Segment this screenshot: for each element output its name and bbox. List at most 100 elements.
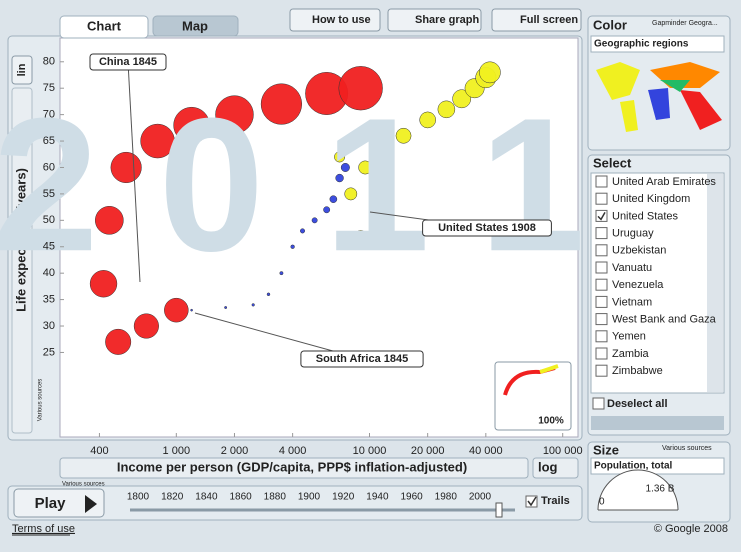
y-axis-label: Life expectancy (years)	[13, 168, 28, 312]
panel-title: Color	[593, 17, 627, 32]
country-name[interactable]: Uzbekistan	[612, 245, 666, 257]
bubble	[334, 151, 346, 163]
tab-label: Map	[182, 18, 208, 33]
timeline-year: 1820	[161, 492, 184, 503]
country-name[interactable]: Uruguay	[612, 228, 654, 240]
trails-checkbox[interactable]	[525, 495, 538, 508]
size-selector[interactable]	[590, 457, 725, 475]
x-axis-selector[interactable]	[59, 457, 529, 479]
bubble	[452, 89, 472, 109]
country-checkbox[interactable]	[595, 364, 608, 377]
y-tick-label: 75	[43, 82, 55, 94]
timeline-year: 1840	[195, 492, 218, 503]
bubble	[251, 303, 255, 307]
source-note: Various sources	[38, 379, 44, 422]
country-checkbox[interactable]	[595, 295, 608, 308]
bubble	[377, 144, 393, 159]
annotation-box	[422, 219, 552, 237]
bubble	[105, 328, 132, 355]
country-checkbox[interactable]	[595, 175, 608, 188]
bubble	[94, 206, 124, 235]
tab-label: Chart	[87, 18, 122, 33]
tab-map[interactable]	[152, 15, 239, 37]
x-tick-label: 2 000	[221, 445, 249, 457]
bubble	[173, 106, 210, 144]
y-tick-label: 70	[43, 109, 55, 121]
bubble	[89, 270, 118, 298]
country-checkbox[interactable]	[595, 313, 608, 326]
bubble	[358, 160, 373, 175]
button-label: Full screen	[520, 14, 578, 26]
full-screen-button[interactable]	[491, 8, 582, 32]
annotation: United States 1908	[438, 222, 536, 234]
trails-label: Trails	[541, 495, 570, 507]
bubble	[340, 162, 350, 172]
how-to-use-button[interactable]	[289, 8, 381, 32]
size-min: 0	[599, 497, 605, 508]
share-button[interactable]	[387, 8, 482, 32]
bubble	[395, 127, 412, 144]
bubble	[224, 306, 228, 309]
y-tick-label: 35	[43, 294, 55, 306]
button-label: Share graph	[415, 14, 479, 26]
country-name[interactable]: Zimbabwe	[612, 365, 663, 377]
country-name[interactable]: United States	[612, 210, 679, 222]
country-name[interactable]: Yemen	[612, 331, 646, 343]
bubble	[260, 83, 303, 125]
color-selector[interactable]	[590, 35, 725, 53]
country-checkbox[interactable]	[595, 192, 608, 205]
time-slider[interactable]	[495, 502, 503, 518]
annotation-box	[300, 350, 424, 368]
button-label: How to use	[312, 14, 371, 26]
bubble	[354, 230, 367, 243]
source-note: Various sources	[62, 482, 105, 488]
bubble	[311, 217, 318, 224]
bubble	[140, 123, 175, 159]
annotation-box	[89, 53, 167, 71]
tab-chart[interactable]	[59, 15, 149, 39]
x-scale-selector[interactable]	[532, 457, 579, 479]
country-name[interactable]: West Bank and Gaza	[612, 314, 717, 326]
bubble	[266, 292, 271, 297]
country-checkbox[interactable]	[595, 330, 608, 343]
country-name[interactable]: Venezuela	[612, 279, 664, 291]
y-tick-label: 40	[43, 267, 55, 279]
x-tick-label: 40 000	[469, 445, 503, 457]
deselect-label[interactable]: Deselect all	[607, 398, 668, 410]
country-checkbox[interactable]	[595, 244, 608, 257]
country-checkbox[interactable]	[595, 209, 608, 222]
country-checkbox[interactable]	[595, 261, 608, 274]
bubble	[300, 228, 306, 234]
country-checkbox[interactable]	[595, 227, 608, 240]
country-checkbox[interactable]	[595, 347, 608, 360]
panel-title: Select	[593, 155, 632, 170]
x-tick-label: 100 000	[543, 445, 583, 457]
play-button[interactable]	[13, 488, 105, 518]
source-note: Gapminder Geogra...	[652, 20, 718, 27]
panel-title: Size	[593, 442, 619, 457]
timeline-year: 1800	[127, 492, 150, 503]
bubble	[329, 195, 338, 203]
bubble	[479, 61, 501, 84]
y-tick-label: 65	[43, 135, 55, 147]
y-scale-button[interactable]	[11, 55, 33, 85]
x-tick-label: 10 000	[353, 445, 387, 457]
y-axis-selector[interactable]	[11, 87, 33, 434]
copyright: © Google 2008	[654, 523, 728, 535]
bubble	[215, 95, 254, 134]
country-name[interactable]: United Arab Emirates	[612, 176, 716, 188]
y-scale: lin	[16, 63, 28, 76]
deselect-checkbox[interactable]	[592, 397, 605, 410]
timeline-year: 2000	[469, 492, 492, 503]
size-max: 1.36 B	[646, 484, 675, 495]
country-checkbox[interactable]	[595, 278, 608, 291]
country-name[interactable]: Vanuatu	[612, 262, 652, 274]
country-name[interactable]: Zambia	[612, 348, 650, 360]
y-tick-label: 80	[43, 56, 55, 68]
terms-link[interactable]: Terms of use	[12, 523, 75, 535]
y-tick-label: 55	[43, 188, 55, 200]
country-name[interactable]: Vietnam	[612, 296, 652, 308]
y-tick-label: 25	[43, 346, 55, 358]
country-name[interactable]: United Kingdom	[612, 193, 690, 205]
